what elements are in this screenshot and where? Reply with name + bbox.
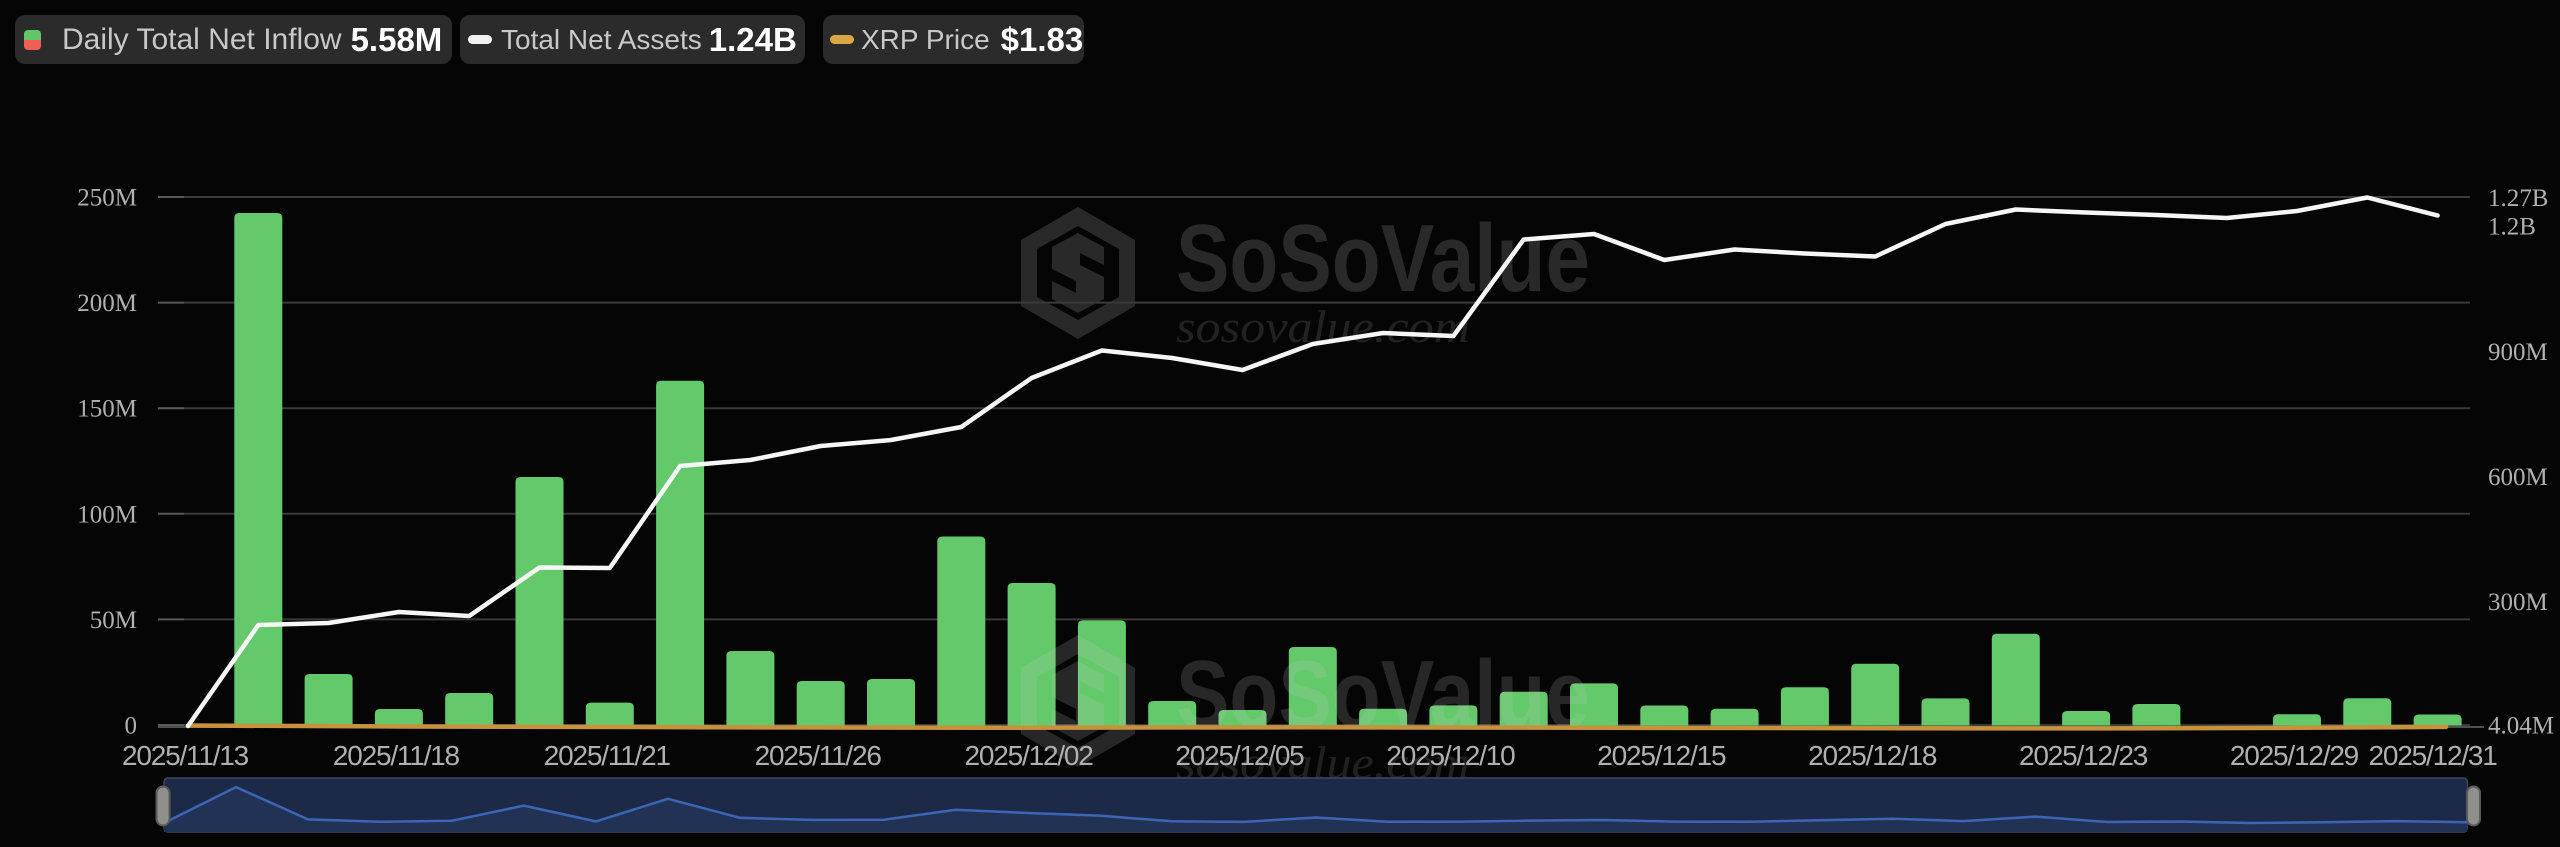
svg-text:0: 0 [125, 713, 138, 740]
svg-text:2025/12/15: 2025/12/15 [1597, 740, 1726, 771]
svg-text:200M: 200M [77, 290, 137, 317]
svg-text:2025/12/02: 2025/12/02 [965, 740, 1094, 771]
svg-text:1.27B: 1.27B [2488, 185, 2548, 212]
svg-text:SoSoValue: SoSoValue [1176, 641, 1590, 748]
svg-text:300M: 300M [2488, 589, 2548, 616]
svg-text:100M: 100M [77, 501, 137, 528]
svg-text:1.2B: 1.2B [2488, 214, 2536, 241]
svg-text:2025/12/10: 2025/12/10 [1386, 740, 1515, 771]
svg-text:SoSoValue: SoSoValue [1176, 205, 1590, 312]
svg-text:2025/11/26: 2025/11/26 [755, 740, 882, 771]
svg-text:50M: 50M [90, 607, 137, 634]
svg-text:2025/12/23: 2025/12/23 [2019, 740, 2148, 771]
svg-text:2025/11/13: 2025/11/13 [122, 740, 249, 771]
svg-text:2025/12/18: 2025/12/18 [1808, 740, 1937, 771]
svg-text:2025/11/21: 2025/11/21 [544, 740, 671, 771]
svg-text:2025/12/31: 2025/12/31 [2369, 740, 2498, 771]
svg-text:2025/12/05: 2025/12/05 [1175, 740, 1304, 771]
svg-text:900M: 900M [2488, 339, 2548, 366]
svg-text:250M: 250M [77, 185, 137, 212]
svg-text:2025/12/29: 2025/12/29 [2230, 740, 2359, 771]
svg-text:600M: 600M [2488, 464, 2548, 491]
svg-text:2025/11/18: 2025/11/18 [333, 740, 460, 771]
svg-text:4.04M: 4.04M [2488, 713, 2554, 740]
svg-text:150M: 150M [77, 396, 137, 423]
